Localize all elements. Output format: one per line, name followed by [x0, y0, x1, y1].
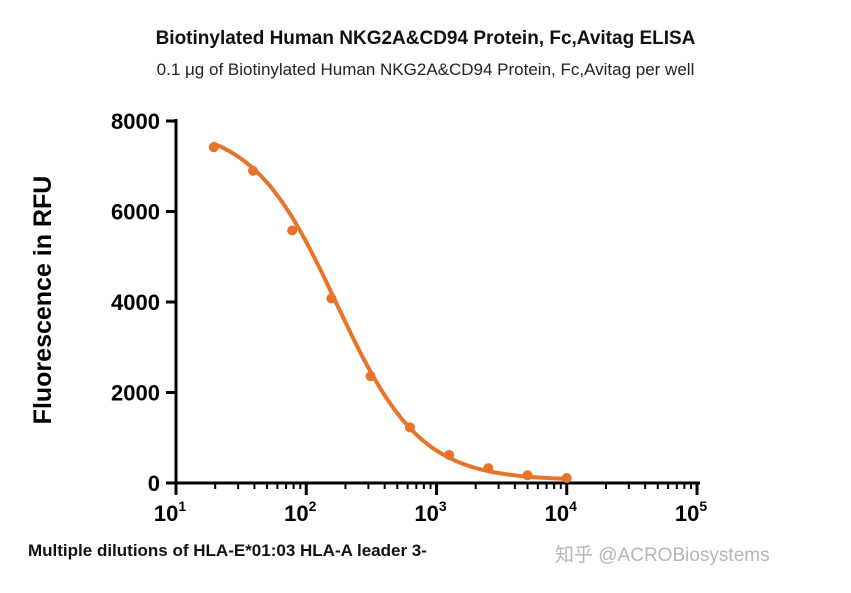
- data-point: [365, 371, 376, 382]
- y-tick-label: 8000: [111, 109, 160, 134]
- x-axis-label: Multiple dilutions of HLA-E*01:03 HLA-A …: [28, 541, 427, 560]
- chart-subtitle: 0.1 μg of Biotinylated Human NKG2A&CD94 …: [156, 60, 695, 79]
- data-point: [522, 470, 533, 481]
- data-point: [561, 473, 572, 484]
- fit-curve: [211, 141, 569, 481]
- y-tick-label: 0: [148, 471, 160, 496]
- y-axis-label: Fluorescence in RFU: [29, 176, 57, 425]
- data-point: [404, 422, 415, 433]
- x-ticks: 101 102 103 104 105: [154, 483, 707, 526]
- x-tick-label: 105: [675, 498, 707, 526]
- x-tick-label: 104: [545, 498, 577, 526]
- data-point: [247, 165, 258, 176]
- y-tick-label: 2000: [111, 381, 160, 406]
- chart-title: Biotinylated Human NKG2A&CD94 Protein, F…: [155, 28, 696, 49]
- data-point: [326, 293, 337, 304]
- data-point: [483, 463, 494, 474]
- y-tick-label: 4000: [111, 290, 160, 315]
- x-tick-label: 103: [414, 498, 446, 526]
- y-ticks: 0 2000 4000 6000 8000: [111, 109, 176, 496]
- watermark: 知乎 @ACROBiosystems: [555, 545, 770, 566]
- x-tick-label: 101: [154, 498, 186, 526]
- data-point: [444, 449, 455, 460]
- x-tick-label: 102: [284, 498, 316, 526]
- data-point: [208, 142, 219, 153]
- y-tick-label: 6000: [111, 200, 160, 225]
- data-points: [208, 142, 572, 484]
- data-point: [287, 225, 298, 236]
